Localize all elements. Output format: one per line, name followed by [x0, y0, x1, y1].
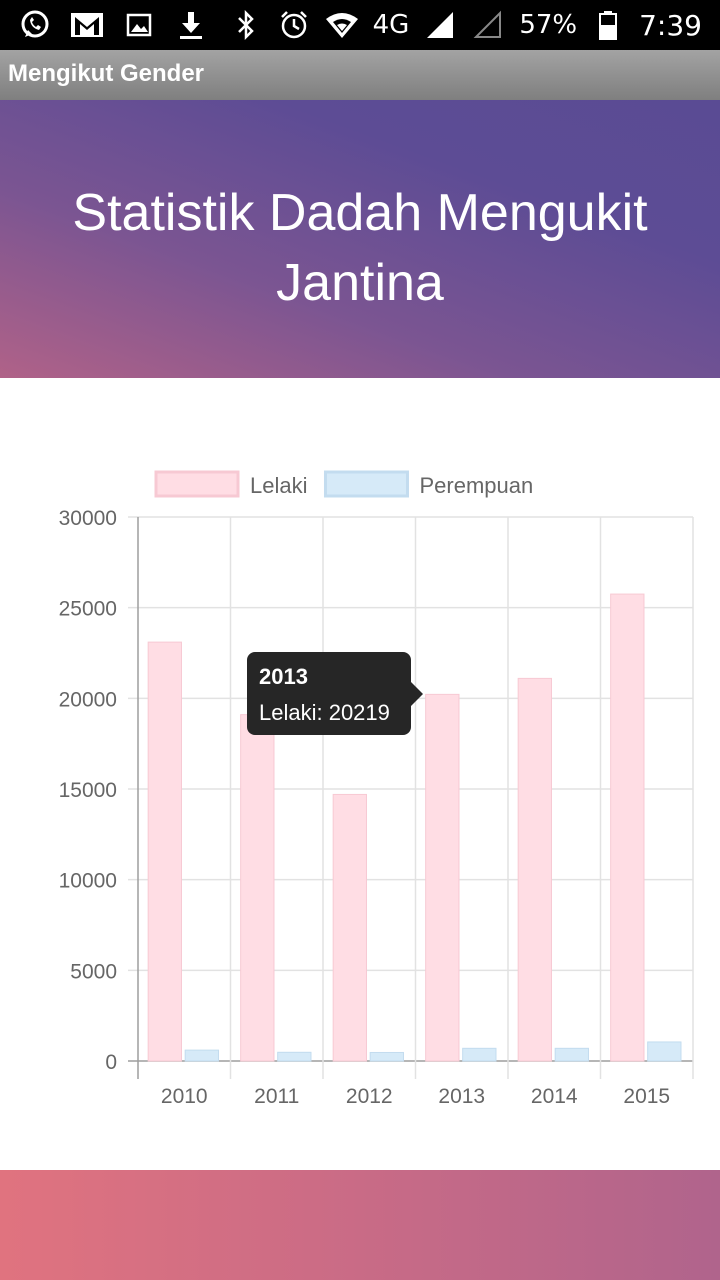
- signal-empty-icon: [471, 8, 505, 42]
- bar-chart[interactable]: 0 5000 10000 15000 20000 25000 30000 2010 2011 20…: [0, 450, 720, 1130]
- legend-swatch-lelaki: [154, 470, 240, 498]
- chart-tooltip: 2013 Lelaki: 20219: [247, 652, 423, 735]
- battery-percent: 57%: [519, 10, 578, 40]
- battery-icon: [591, 8, 625, 42]
- y-tick-label: 30000: [59, 507, 117, 530]
- bar-perempuan: [554, 1047, 589, 1062]
- bar-lelaki: [147, 641, 182, 1062]
- clock: 7:39: [639, 8, 702, 42]
- notification-icons: [18, 8, 208, 42]
- wifi-icon: [325, 8, 359, 42]
- bar-lelaki: [425, 693, 460, 1062]
- x-tick-label: 2010: [161, 1085, 208, 1108]
- y-tick-label: 10000: [59, 870, 117, 893]
- signal-icon: [423, 8, 457, 42]
- legend-label: Perempuan: [419, 473, 533, 498]
- y-tick-label: 0: [105, 1051, 117, 1074]
- footer-banner: [0, 1170, 720, 1280]
- app-bar-title: Mengikut Gender: [8, 60, 205, 87]
- page-title: Statistik Dadah Mengukit Jantina: [72, 184, 648, 312]
- whatsapp-icon: [18, 8, 52, 42]
- y-tick-label: 25000: [59, 598, 117, 621]
- bar-lelaki: [240, 714, 275, 1062]
- bluetooth-icon: [229, 8, 263, 42]
- bar-perempuan: [369, 1051, 404, 1062]
- hero-banner: Statistik Dadah Mengukit Jantina: [0, 100, 720, 378]
- x-tick-label: 2014: [531, 1085, 578, 1108]
- download-icon: [174, 8, 208, 42]
- network-type: 4G: [372, 10, 410, 40]
- legend-swatch-perempuan: [323, 470, 409, 498]
- bar-perempuan: [184, 1049, 219, 1062]
- bar-perempuan: [277, 1051, 312, 1062]
- x-tick-label: 2015: [623, 1085, 670, 1108]
- tooltip-title: 2013: [259, 664, 308, 689]
- y-tick-label: 15000: [59, 779, 117, 802]
- y-tick-label: 20000: [59, 688, 117, 711]
- bar-perempuan: [462, 1047, 497, 1062]
- bar-lelaki: [610, 593, 645, 1062]
- y-tick-label: 5000: [70, 960, 117, 983]
- x-tick-label: 2012: [346, 1085, 393, 1108]
- bar-lelaki: [517, 677, 552, 1062]
- status-bar: 4G 57% 7:39: [0, 0, 720, 50]
- app-bar: Mengikut Gender: [0, 50, 720, 100]
- x-tick-label: 2011: [254, 1085, 299, 1108]
- alarm-icon: [277, 8, 311, 42]
- bar-perempuan: [647, 1041, 682, 1062]
- gmail-icon: [70, 8, 104, 42]
- bar-lelaki: [332, 793, 367, 1062]
- legend-label: Lelaki: [250, 473, 307, 498]
- tooltip-body: Lelaki: 20219: [259, 700, 390, 725]
- image-icon: [122, 8, 156, 42]
- system-icons: 4G 57% 7:39: [229, 8, 702, 42]
- x-tick-label: 2013: [438, 1085, 485, 1108]
